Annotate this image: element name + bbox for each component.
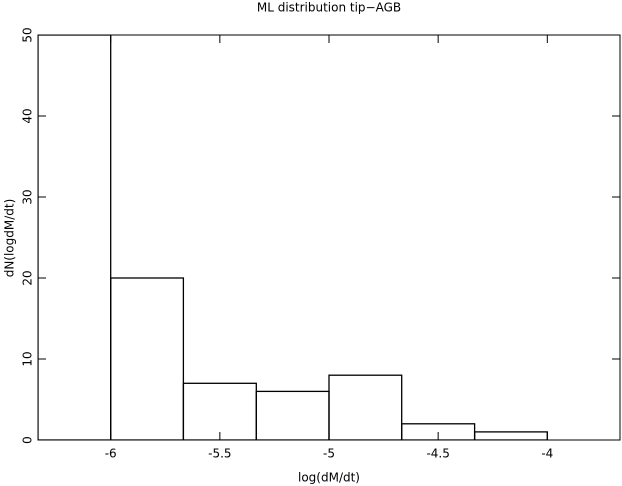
x-tick-label: -5 [323,447,335,461]
bar [182,382,257,440]
x-tick-label: -4 [541,447,553,461]
x-tick-label: -6 [105,447,117,461]
x-tick-label: -5.5 [208,447,231,461]
bar [110,277,185,440]
y-tick-label: 0 [21,436,35,444]
bar [255,390,330,440]
bar [473,431,548,440]
y-tick-label: 50 [21,27,35,42]
x-tick-label: -4.5 [426,447,449,461]
y-axis-label: dN(logdM/dt) [3,199,17,278]
chart-title: ML distribution tip−AGB [257,1,401,15]
y-tick-label: 10 [21,351,35,366]
y-tick-label: 30 [21,189,35,204]
y-tick-label: 40 [21,108,35,123]
bar [328,374,403,440]
y-tick-label: 20 [21,270,35,285]
bars [38,35,548,440]
x-axis-label: log(dM/dt) [298,471,360,485]
bar [38,35,112,440]
